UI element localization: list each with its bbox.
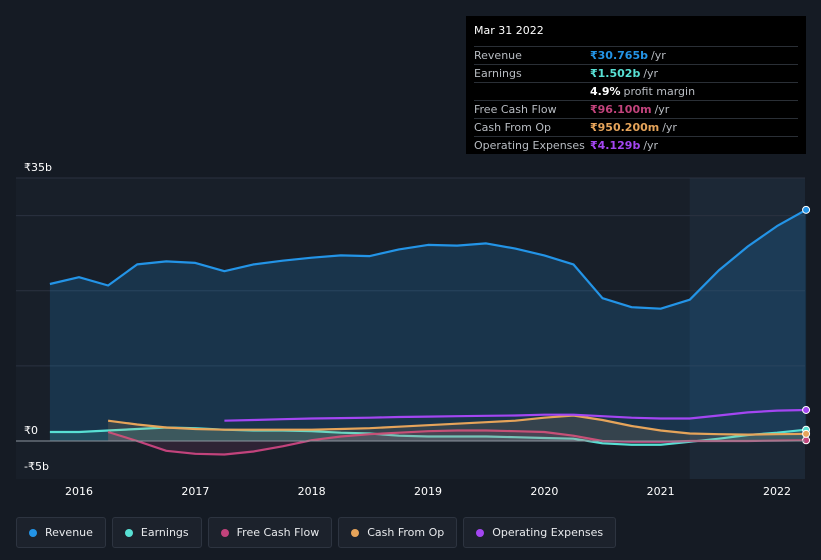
tooltip-row-unit: /yr bbox=[643, 139, 659, 152]
legend-item-revenue[interactable]: Revenue bbox=[16, 517, 106, 548]
tooltip-row: Cash From Op ₹950.200m/yr bbox=[474, 118, 798, 136]
tooltip-row-unit: profit margin bbox=[623, 85, 696, 98]
legend-label: Earnings bbox=[140, 526, 189, 539]
x-tick-label: 2016 bbox=[65, 485, 93, 498]
tooltip-row-label: Revenue bbox=[474, 49, 522, 62]
legend-item-operating-expenses[interactable]: Operating Expenses bbox=[463, 517, 617, 548]
tooltip-row-unit: /yr bbox=[662, 121, 677, 134]
series-area-earnings bbox=[49, 427, 807, 445]
x-tick-label: 2020 bbox=[530, 485, 558, 498]
tooltip-row: Free Cash Flow ₹96.100m/yr bbox=[474, 100, 798, 118]
tooltip-row-value: ₹30.765b bbox=[590, 49, 648, 62]
legend-item-earnings[interactable]: Earnings bbox=[111, 517, 202, 548]
tooltip-row-label: Earnings bbox=[474, 67, 522, 80]
tooltip-row: Operating Expenses ₹4.129b/yr bbox=[474, 136, 798, 154]
y-axis-label-zero: ₹0 bbox=[24, 424, 38, 437]
tooltip-row-label: Cash From Op bbox=[474, 121, 552, 134]
tooltip-row-unit: /yr bbox=[654, 103, 670, 116]
legend-dot-icon bbox=[476, 528, 485, 537]
y-axis-label-top: ₹35b bbox=[24, 161, 52, 174]
legend-label: Revenue bbox=[45, 526, 93, 539]
legend-label: Free Cash Flow bbox=[236, 526, 320, 539]
legend-label: Operating Expenses bbox=[492, 526, 604, 539]
series-area-cash-from-op bbox=[108, 415, 807, 441]
y-axis-label-bottom: -₹5b bbox=[24, 460, 49, 473]
x-tick-label: 2019 bbox=[414, 485, 442, 498]
legend-dot-icon bbox=[29, 528, 37, 537]
legend-label: Cash From Op bbox=[367, 526, 445, 539]
tooltip-row-unit: /yr bbox=[650, 49, 666, 62]
series-area-free-cash-flow bbox=[108, 430, 807, 455]
tooltip-date: Mar 31 2022 bbox=[474, 24, 544, 37]
tooltip-row-value: 4.9% bbox=[590, 85, 621, 98]
legend: Revenue Earnings Free Cash Flow Cash From O… bbox=[16, 517, 617, 548]
tooltip-row: Earnings ₹1.502b/yr bbox=[474, 64, 798, 82]
series-end-marker-revenue bbox=[802, 205, 811, 214]
tooltip-row-label: Free Cash Flow bbox=[474, 103, 557, 116]
series-line-cash-from-op bbox=[107, 414, 807, 436]
tooltip-row: Revenue ₹30.765b/yr bbox=[474, 46, 798, 64]
series-end-marker-operating-expenses bbox=[802, 405, 811, 414]
x-tick-label: 2018 bbox=[298, 485, 326, 498]
tooltip-row-label bbox=[474, 83, 590, 100]
tooltip-panel: Mar 31 2022 Revenue ₹30.765b/yr Earnings ₹1… bbox=[466, 16, 806, 154]
tooltip-row-value: ₹1.502b bbox=[590, 67, 641, 80]
x-tick-label: 2021 bbox=[647, 485, 675, 498]
tooltip-row-value: ₹4.129b bbox=[590, 139, 641, 152]
legend-dot-icon bbox=[220, 528, 229, 537]
series-line-revenue bbox=[49, 208, 807, 310]
chart-area: ₹35b ₹0 -₹5b 2016 2017 2018 2019 2020 2021 2022 bbox=[16, 161, 811, 498]
tooltip-row-value: ₹96.100m bbox=[590, 103, 652, 116]
legend-dot-icon bbox=[351, 528, 360, 537]
series-area-revenue bbox=[49, 209, 807, 441]
tooltip-row: 4.9% profit margin bbox=[474, 82, 798, 100]
legend-item-cash-from-op[interactable]: Cash From Op bbox=[338, 517, 458, 548]
tooltip-row-label: Operating Expenses bbox=[474, 139, 585, 152]
x-tick-label: 2017 bbox=[181, 485, 209, 498]
legend-dot-icon bbox=[124, 528, 133, 537]
x-tick-label: 2022 bbox=[763, 485, 791, 498]
legend-item-free-cash-flow[interactable]: Free Cash Flow bbox=[207, 517, 333, 548]
tooltip-row-value: ₹950.200m bbox=[590, 121, 660, 134]
series-line-operating-expenses bbox=[224, 408, 807, 422]
series-end-marker-cash-from-op bbox=[802, 429, 811, 438]
tooltip-row-unit: /yr bbox=[643, 67, 659, 80]
highlight-region bbox=[689, 178, 805, 479]
